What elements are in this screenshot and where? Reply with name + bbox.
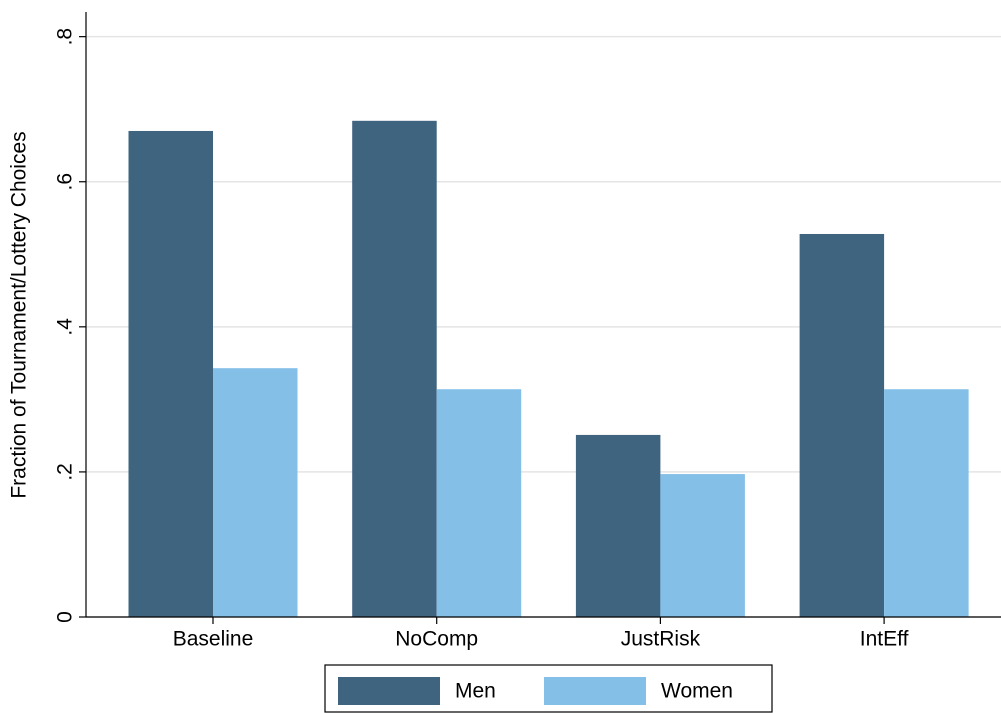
legend-label: Men <box>455 680 496 703</box>
bar <box>436 389 522 617</box>
y-tick-label: .6 <box>54 173 77 191</box>
x-tick-label: IntEff <box>860 628 909 651</box>
bar <box>213 368 298 617</box>
x-tick-label: JustRisk <box>621 628 701 651</box>
y-tick-label: 0 <box>54 611 77 623</box>
bar <box>660 474 745 617</box>
legend-label: Women <box>661 680 733 703</box>
bar <box>884 389 969 617</box>
bar <box>799 233 885 617</box>
bar <box>352 120 437 617</box>
y-tick-label: .8 <box>54 28 77 46</box>
bar <box>128 130 213 618</box>
y-tick-label: .4 <box>54 318 77 336</box>
legend-swatch <box>544 677 646 705</box>
bar <box>575 434 661 617</box>
y-tick-label: .2 <box>54 463 77 481</box>
x-tick-label: Baseline <box>173 628 254 651</box>
y-axis-title: Fraction of Tournament/Lottery Choices <box>8 131 31 498</box>
x-tick-label: NoComp <box>395 628 478 651</box>
legend-swatch <box>338 677 440 705</box>
